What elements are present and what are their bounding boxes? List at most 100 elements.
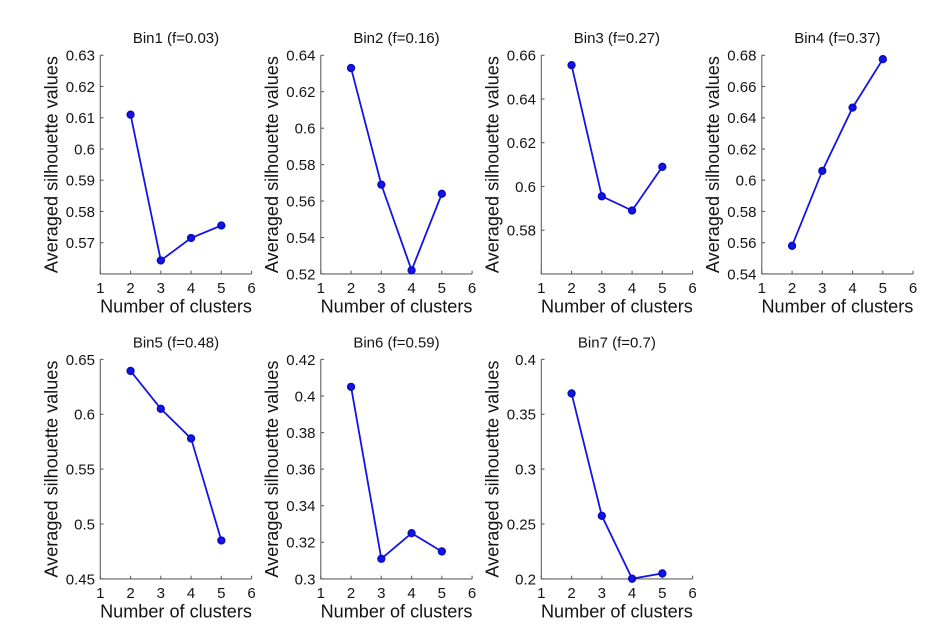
svg-text:0.64: 0.64 [507,91,536,108]
svg-text:6: 6 [688,585,696,602]
svg-text:Bin4 (f=0.37): Bin4 (f=0.37) [794,30,880,47]
svg-text:0.3: 0.3 [515,462,536,479]
svg-text:0.66: 0.66 [507,48,536,65]
svg-text:Averaged silhouette values: Averaged silhouette values [262,56,282,273]
svg-text:0.5: 0.5 [74,516,95,533]
svg-text:0.62: 0.62 [66,79,95,96]
svg-text:3: 3 [818,280,826,297]
svg-text:0.3: 0.3 [295,571,316,588]
svg-text:0.59: 0.59 [66,173,95,190]
svg-text:5: 5 [438,280,446,297]
svg-text:0.61: 0.61 [66,110,95,127]
svg-text:4: 4 [628,585,636,602]
svg-text:Bin3 (f=0.27): Bin3 (f=0.27) [574,30,660,47]
svg-text:Averaged silhouette values: Averaged silhouette values [262,361,282,578]
svg-text:0.45: 0.45 [66,571,95,588]
svg-text:2: 2 [347,280,355,297]
svg-text:6: 6 [909,280,917,297]
svg-text:Bin5 (f=0.48): Bin5 (f=0.48) [133,334,219,351]
svg-text:Bin1 (f=0.03): Bin1 (f=0.03) [133,30,219,47]
svg-text:Number of clusters: Number of clusters [541,602,693,622]
svg-text:0.58: 0.58 [507,223,536,240]
svg-text:6: 6 [247,280,255,297]
svg-text:Bin7 (f=0.7): Bin7 (f=0.7) [578,334,656,351]
svg-text:4: 4 [848,280,856,297]
svg-text:5: 5 [658,585,666,602]
svg-text:0.6: 0.6 [74,407,95,424]
svg-text:Averaged silhouette values: Averaged silhouette values [703,56,723,273]
svg-text:2: 2 [567,585,575,602]
svg-text:3: 3 [377,280,385,297]
svg-text:0.63: 0.63 [66,48,95,65]
svg-text:0.34: 0.34 [286,498,315,515]
svg-text:Bin2 (f=0.16): Bin2 (f=0.16) [353,30,439,47]
svg-text:5: 5 [879,280,887,297]
svg-text:0.6: 0.6 [736,173,757,190]
svg-text:0.58: 0.58 [286,157,315,174]
svg-text:0.52: 0.52 [286,266,315,283]
svg-text:2: 2 [347,585,355,602]
svg-text:0.4: 0.4 [295,388,316,405]
svg-text:2: 2 [788,280,796,297]
svg-text:0.42: 0.42 [286,352,315,369]
svg-text:0.6: 0.6 [295,121,316,138]
svg-text:0.65: 0.65 [66,352,95,369]
svg-text:Bin6 (f=0.59): Bin6 (f=0.59) [353,334,439,351]
svg-text:5: 5 [658,280,666,297]
svg-text:0.64: 0.64 [727,110,756,127]
svg-text:5: 5 [217,280,225,297]
svg-text:1: 1 [317,280,325,297]
svg-text:Averaged silhouette values: Averaged silhouette values [483,56,503,273]
svg-text:0.6: 0.6 [74,141,95,158]
svg-text:0.55: 0.55 [66,462,95,479]
svg-text:2: 2 [126,585,134,602]
svg-text:0.57: 0.57 [66,235,95,252]
svg-text:3: 3 [598,280,606,297]
svg-text:1: 1 [537,280,545,297]
svg-text:1: 1 [96,280,104,297]
svg-text:Number of clusters: Number of clusters [100,297,252,317]
svg-text:0.4: 0.4 [515,352,536,369]
svg-text:0.62: 0.62 [507,135,536,152]
svg-text:0.64: 0.64 [286,48,315,65]
svg-text:6: 6 [247,585,255,602]
svg-text:3: 3 [598,585,606,602]
svg-text:0.56: 0.56 [286,193,315,210]
svg-text:0.36: 0.36 [286,462,315,479]
svg-text:1: 1 [317,585,325,602]
svg-text:1: 1 [537,585,545,602]
svg-text:1: 1 [96,585,104,602]
svg-text:0.66: 0.66 [727,79,756,96]
svg-text:0.35: 0.35 [507,407,536,424]
svg-text:0.38: 0.38 [286,425,315,442]
svg-text:6: 6 [688,280,696,297]
svg-text:3: 3 [157,280,165,297]
svg-text:0.62: 0.62 [727,141,756,158]
svg-text:Number of clusters: Number of clusters [321,602,473,622]
svg-text:0.58: 0.58 [727,204,756,221]
svg-text:6: 6 [468,585,476,602]
svg-text:5: 5 [438,585,446,602]
svg-text:0.2: 0.2 [515,571,536,588]
svg-text:3: 3 [157,585,165,602]
svg-text:0.62: 0.62 [286,84,315,101]
svg-text:0.54: 0.54 [286,230,315,247]
svg-text:Averaged silhouette values: Averaged silhouette values [42,56,62,273]
svg-text:5: 5 [217,585,225,602]
svg-text:0.25: 0.25 [507,516,536,533]
svg-text:0.68: 0.68 [727,48,756,65]
svg-text:4: 4 [407,280,415,297]
svg-text:Number of clusters: Number of clusters [321,297,473,317]
svg-text:4: 4 [407,585,415,602]
svg-text:Number of clusters: Number of clusters [100,602,252,622]
svg-text:4: 4 [628,280,636,297]
svg-text:Number of clusters: Number of clusters [541,297,693,317]
svg-text:2: 2 [126,280,134,297]
svg-text:0.6: 0.6 [515,179,536,196]
svg-text:2: 2 [567,280,575,297]
svg-text:0.58: 0.58 [66,204,95,221]
svg-text:Averaged silhouette values: Averaged silhouette values [42,361,62,578]
svg-text:Averaged silhouette values: Averaged silhouette values [483,361,503,578]
svg-text:6: 6 [468,280,476,297]
svg-text:0.32: 0.32 [286,535,315,552]
